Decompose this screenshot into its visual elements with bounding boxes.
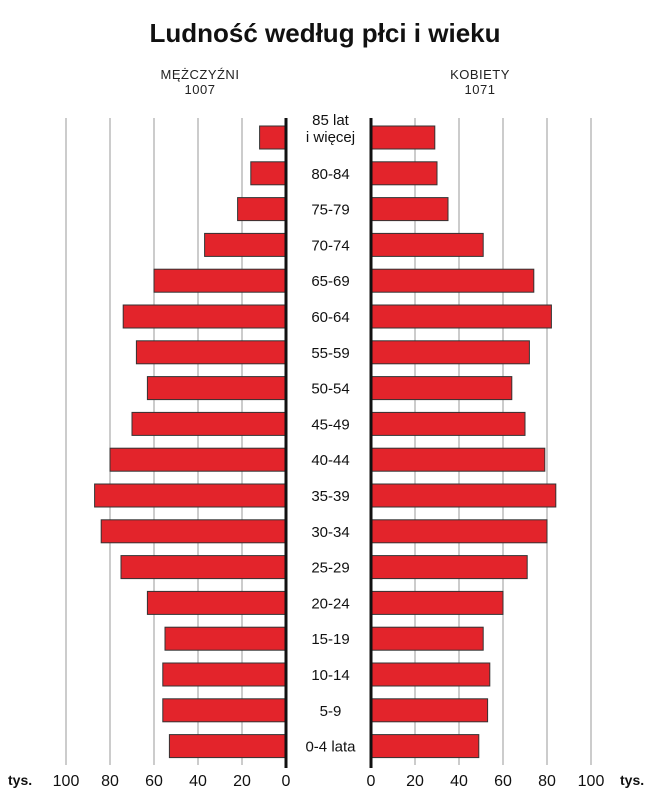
category-label: 30-34 (311, 524, 349, 541)
x-tick-label: 60 (145, 773, 163, 789)
bar-women (370, 197, 449, 222)
bar-women (370, 376, 513, 401)
x-tick-label: 100 (578, 773, 605, 789)
chart-title: Ludność według płci i wieku (149, 18, 500, 48)
x-tick-label: 0 (282, 773, 291, 789)
bar-women (370, 662, 491, 687)
bar-women (370, 590, 504, 615)
bar-men (204, 232, 287, 257)
bar-women (370, 161, 438, 186)
series-total: 1071 (465, 82, 496, 97)
bar-men (131, 411, 287, 436)
bar-men (237, 197, 287, 222)
series-name: MĘŻCZYŹNI (161, 67, 240, 82)
bar-men (100, 519, 287, 544)
category-label: 25-29 (311, 560, 349, 577)
bar-women (370, 411, 526, 436)
x-tick-label: 40 (450, 773, 468, 789)
bar-men (164, 626, 287, 651)
bar-men (122, 304, 287, 329)
x-tick-label: 40 (189, 773, 207, 789)
category-label: 60-64 (311, 309, 349, 326)
bar-men (94, 483, 287, 508)
category-label: 40-44 (311, 452, 349, 469)
bar-women (370, 483, 557, 508)
bar-men (109, 447, 287, 472)
category-label: 20-24 (311, 595, 349, 612)
bar-women (370, 698, 489, 723)
bar-women (370, 232, 484, 257)
series-total: 1007 (185, 82, 216, 97)
bar-men (135, 340, 287, 365)
category-label: 45-49 (311, 416, 349, 433)
bar-women (370, 304, 552, 329)
category-label: 15-19 (311, 631, 349, 648)
category-label: 0-4 lata (305, 739, 356, 756)
bars (94, 125, 557, 759)
category-label: 80-84 (311, 166, 349, 183)
bar-women (370, 340, 530, 365)
series-name: KOBIETY (450, 67, 510, 82)
bar-women (370, 734, 480, 759)
category-label: 70-74 (311, 237, 349, 254)
bar-men (146, 376, 287, 401)
bar-men (162, 662, 287, 687)
x-tick-label: 100 (53, 773, 80, 789)
category-label: 55-59 (311, 345, 349, 362)
bar-women (370, 447, 546, 472)
bar-men (259, 125, 287, 150)
bar-men (162, 698, 287, 723)
x-tick-label: 0 (367, 773, 376, 789)
bar-men (153, 268, 287, 293)
x-tick-label: 20 (233, 773, 251, 789)
bar-men (146, 590, 287, 615)
x-unit-label: tys. (8, 772, 32, 788)
bar-men (120, 555, 287, 580)
axes (284, 118, 373, 768)
x-tick-label: 20 (406, 773, 424, 789)
category-label: 10-14 (311, 667, 349, 684)
category-label: 65-69 (311, 273, 349, 290)
bar-men (250, 161, 287, 186)
bar-men (168, 734, 287, 759)
x-unit-label: tys. (620, 772, 644, 788)
bar-women (370, 125, 436, 150)
category-label: 50-54 (311, 381, 349, 398)
bar-women (370, 519, 548, 544)
labels: 85 lat i więcej 80-84 75-79 70-74 65-69 60-64 5… (8, 67, 644, 789)
gridlines (65, 118, 592, 765)
x-tick-label: 80 (101, 773, 119, 789)
category-label: 35-39 (311, 488, 349, 505)
bar-women (370, 555, 528, 580)
category-label: 75-79 (311, 202, 349, 219)
category-label: 85 lat i więcej (306, 112, 355, 146)
x-tick-label: 80 (538, 773, 556, 789)
category-label: 5-9 (320, 703, 342, 720)
bar-women (370, 626, 484, 651)
x-tick-label: 60 (494, 773, 512, 789)
bar-women (370, 268, 535, 293)
